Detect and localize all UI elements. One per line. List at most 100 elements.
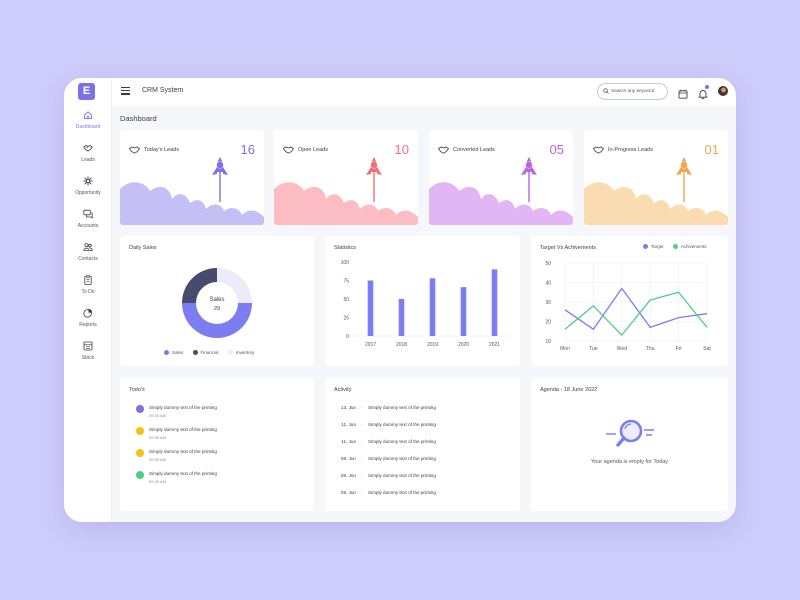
search-box[interactable] bbox=[597, 83, 668, 100]
todo-status-dot[interactable] bbox=[136, 427, 144, 435]
sidebar-item-opportunity[interactable]: Opportunity bbox=[64, 176, 112, 206]
activity-date: 09, Jun bbox=[340, 456, 356, 461]
y-tick-label: 20 bbox=[545, 320, 551, 326]
activity-date: 11, Jun bbox=[341, 422, 356, 427]
sidebar: E Dashboard Leads Opportunity Accounts C… bbox=[64, 78, 112, 522]
todo-text: Simply dummy text of the printing bbox=[149, 471, 217, 476]
pie-chart-icon bbox=[83, 308, 93, 318]
sidebar-item-leads[interactable]: Leads bbox=[64, 143, 112, 173]
sidebar-item-todo[interactable]: To Do bbox=[64, 275, 112, 305]
handshake-icon bbox=[83, 145, 93, 152]
series-line-target bbox=[564, 287, 708, 330]
todo-text: Simply dummy text of the printing bbox=[149, 405, 217, 410]
activity-row[interactable]: 09, Jun - Simply dummy text of the printin… bbox=[334, 456, 514, 464]
todos-card: Todo's Simply dummy text of the printing… bbox=[120, 378, 314, 511]
sidebar-item-label: To Do bbox=[81, 289, 95, 295]
todo-text: Simply dummy text of the printing bbox=[149, 449, 217, 454]
x-tick-label: Thu bbox=[646, 346, 655, 352]
todo-item[interactable]: Simply dummy text of the printing 09:30 … bbox=[136, 405, 296, 425]
activity-date: 11, Jun bbox=[341, 439, 356, 444]
menu-icon[interactable] bbox=[121, 87, 130, 95]
y-tick-label: 30 bbox=[545, 300, 551, 306]
sidebar-item-reports[interactable]: Reports bbox=[64, 308, 112, 338]
y-tick-label: 75 bbox=[343, 279, 349, 285]
legend-item-target: Target bbox=[643, 244, 664, 249]
y-tick-label: 50 bbox=[545, 261, 551, 267]
calendar-icon[interactable] bbox=[678, 86, 688, 99]
handshake-icon bbox=[283, 146, 294, 154]
stat-card-value: 01 bbox=[704, 142, 719, 157]
activity-date: 09, Jun bbox=[340, 473, 356, 478]
sidebar-item-label: Accounts bbox=[77, 223, 99, 229]
sidebar-item-stock[interactable]: Stock bbox=[64, 341, 112, 371]
y-tick-label: 50 bbox=[343, 297, 349, 303]
handshake-icon bbox=[129, 146, 140, 154]
activity-row[interactable]: 11, Jun - Simply dummy text of the printin… bbox=[334, 422, 514, 430]
x-tick-label: Wed bbox=[617, 346, 627, 352]
sidebar-item-contacts[interactable]: Contacts bbox=[64, 242, 112, 272]
agenda-empty-text: Your agenda is empty for Today bbox=[590, 459, 669, 465]
daily-sales-title: Daily Sales bbox=[129, 245, 157, 251]
statistics-bar-chart: 0 25 50 75 100 2017 2018 2019 2020 2021 bbox=[341, 260, 510, 348]
activity-row[interactable]: 11, Jun - Simply dummy text of the printin… bbox=[334, 439, 514, 447]
sidebar-item-label: Opportunity bbox=[75, 190, 101, 196]
todo-checkbox[interactable] bbox=[136, 405, 144, 417]
bell-icon[interactable] bbox=[698, 85, 709, 100]
todo-time: 09:30 AM bbox=[149, 413, 166, 418]
target-vs-achievements-legend: Target Achivements bbox=[643, 244, 707, 249]
avatar[interactable] bbox=[718, 86, 728, 96]
stat-card-converted-leads[interactable]: Converted Leads 05 bbox=[429, 130, 573, 225]
todos-title: Todo's bbox=[129, 387, 145, 393]
todo-item[interactable]: Simply dummy text of the printing 09:30 … bbox=[136, 427, 296, 447]
agenda-title: Agenda - 18 June 2022 bbox=[540, 387, 598, 393]
cloud-decoration bbox=[584, 182, 728, 225]
stat-card-in-progress-leads[interactable]: In-Progress Leads 01 bbox=[584, 130, 728, 225]
todo-time: 09:30 AM bbox=[149, 457, 166, 462]
sidebar-item-accounts[interactable]: Accounts bbox=[64, 209, 112, 239]
app-window: E Dashboard Leads Opportunity Accounts C… bbox=[64, 78, 736, 522]
legend-item-achievements: Achivements bbox=[672, 244, 707, 249]
sidebar-item-dashboard[interactable]: Dashboard bbox=[64, 110, 112, 140]
activity-text: Simply dummy text of the printing bbox=[368, 473, 436, 478]
activity-title: Activity bbox=[334, 387, 352, 393]
donut-slice-financial bbox=[182, 268, 217, 303]
rocket-icon bbox=[212, 157, 228, 202]
rocket-icon bbox=[676, 157, 692, 202]
statistics-title: Statistics bbox=[334, 245, 357, 251]
x-tick-label: Fri bbox=[676, 346, 682, 352]
todo-time: 09:30 AM bbox=[149, 435, 166, 440]
x-tick-label: 2018 bbox=[396, 342, 407, 348]
target-vs-achievements-card: Target Vs Achivements Target Achivements… bbox=[531, 236, 728, 366]
todo-item[interactable]: Simply dummy text of the printing 09:30 … bbox=[136, 471, 296, 491]
stat-card-todays-leads[interactable]: Today's Leads 16 bbox=[120, 130, 264, 225]
activity-row[interactable]: 09, Jun - Simply dummy text of the printin… bbox=[334, 473, 514, 481]
y-tick-label: 40 bbox=[545, 281, 551, 287]
stat-card-value: 10 bbox=[394, 142, 409, 157]
search-input[interactable] bbox=[611, 87, 666, 96]
daily-sales-donut-chart: Sales 29 bbox=[182, 268, 252, 338]
legend-item-financial: Financial bbox=[192, 350, 219, 355]
home-icon bbox=[84, 111, 92, 120]
todo-item[interactable]: Simply dummy text of the printing 09:30 … bbox=[136, 449, 296, 469]
y-tick-label: 0 bbox=[346, 334, 349, 340]
donut-center-value: 29 bbox=[214, 306, 220, 312]
sidebar-item-label: Stock bbox=[81, 355, 95, 361]
sidebar-item-label: Contacts bbox=[78, 256, 98, 262]
sidebar-item-label: Leads bbox=[81, 157, 95, 163]
activity-row[interactable]: 09, Jun - Simply dummy text of the printin… bbox=[334, 490, 514, 498]
app-logo[interactable]: E bbox=[78, 83, 95, 100]
cloud-decoration bbox=[274, 182, 418, 225]
x-tick-label: Tue bbox=[589, 346, 598, 352]
todo-status-dot[interactable] bbox=[136, 471, 144, 479]
activity-row[interactable]: 13, Jun - Simply dummy text of the printin… bbox=[334, 405, 514, 413]
legend-item-sales: Sales bbox=[164, 350, 183, 355]
stat-card-open-leads[interactable]: Open Leads 10 bbox=[274, 130, 418, 225]
chat-icon bbox=[83, 209, 93, 219]
todo-status-dot[interactable] bbox=[136, 449, 144, 457]
sidebar-item-label: Dashboard bbox=[75, 124, 101, 130]
cloud-decoration bbox=[429, 182, 573, 225]
app-title: CRM System bbox=[142, 87, 184, 94]
agenda-card: Agenda - 18 June 2022 Your agenda is emp… bbox=[531, 378, 728, 511]
bar-2018 bbox=[398, 299, 405, 336]
x-tick-label: Mon bbox=[560, 346, 570, 352]
